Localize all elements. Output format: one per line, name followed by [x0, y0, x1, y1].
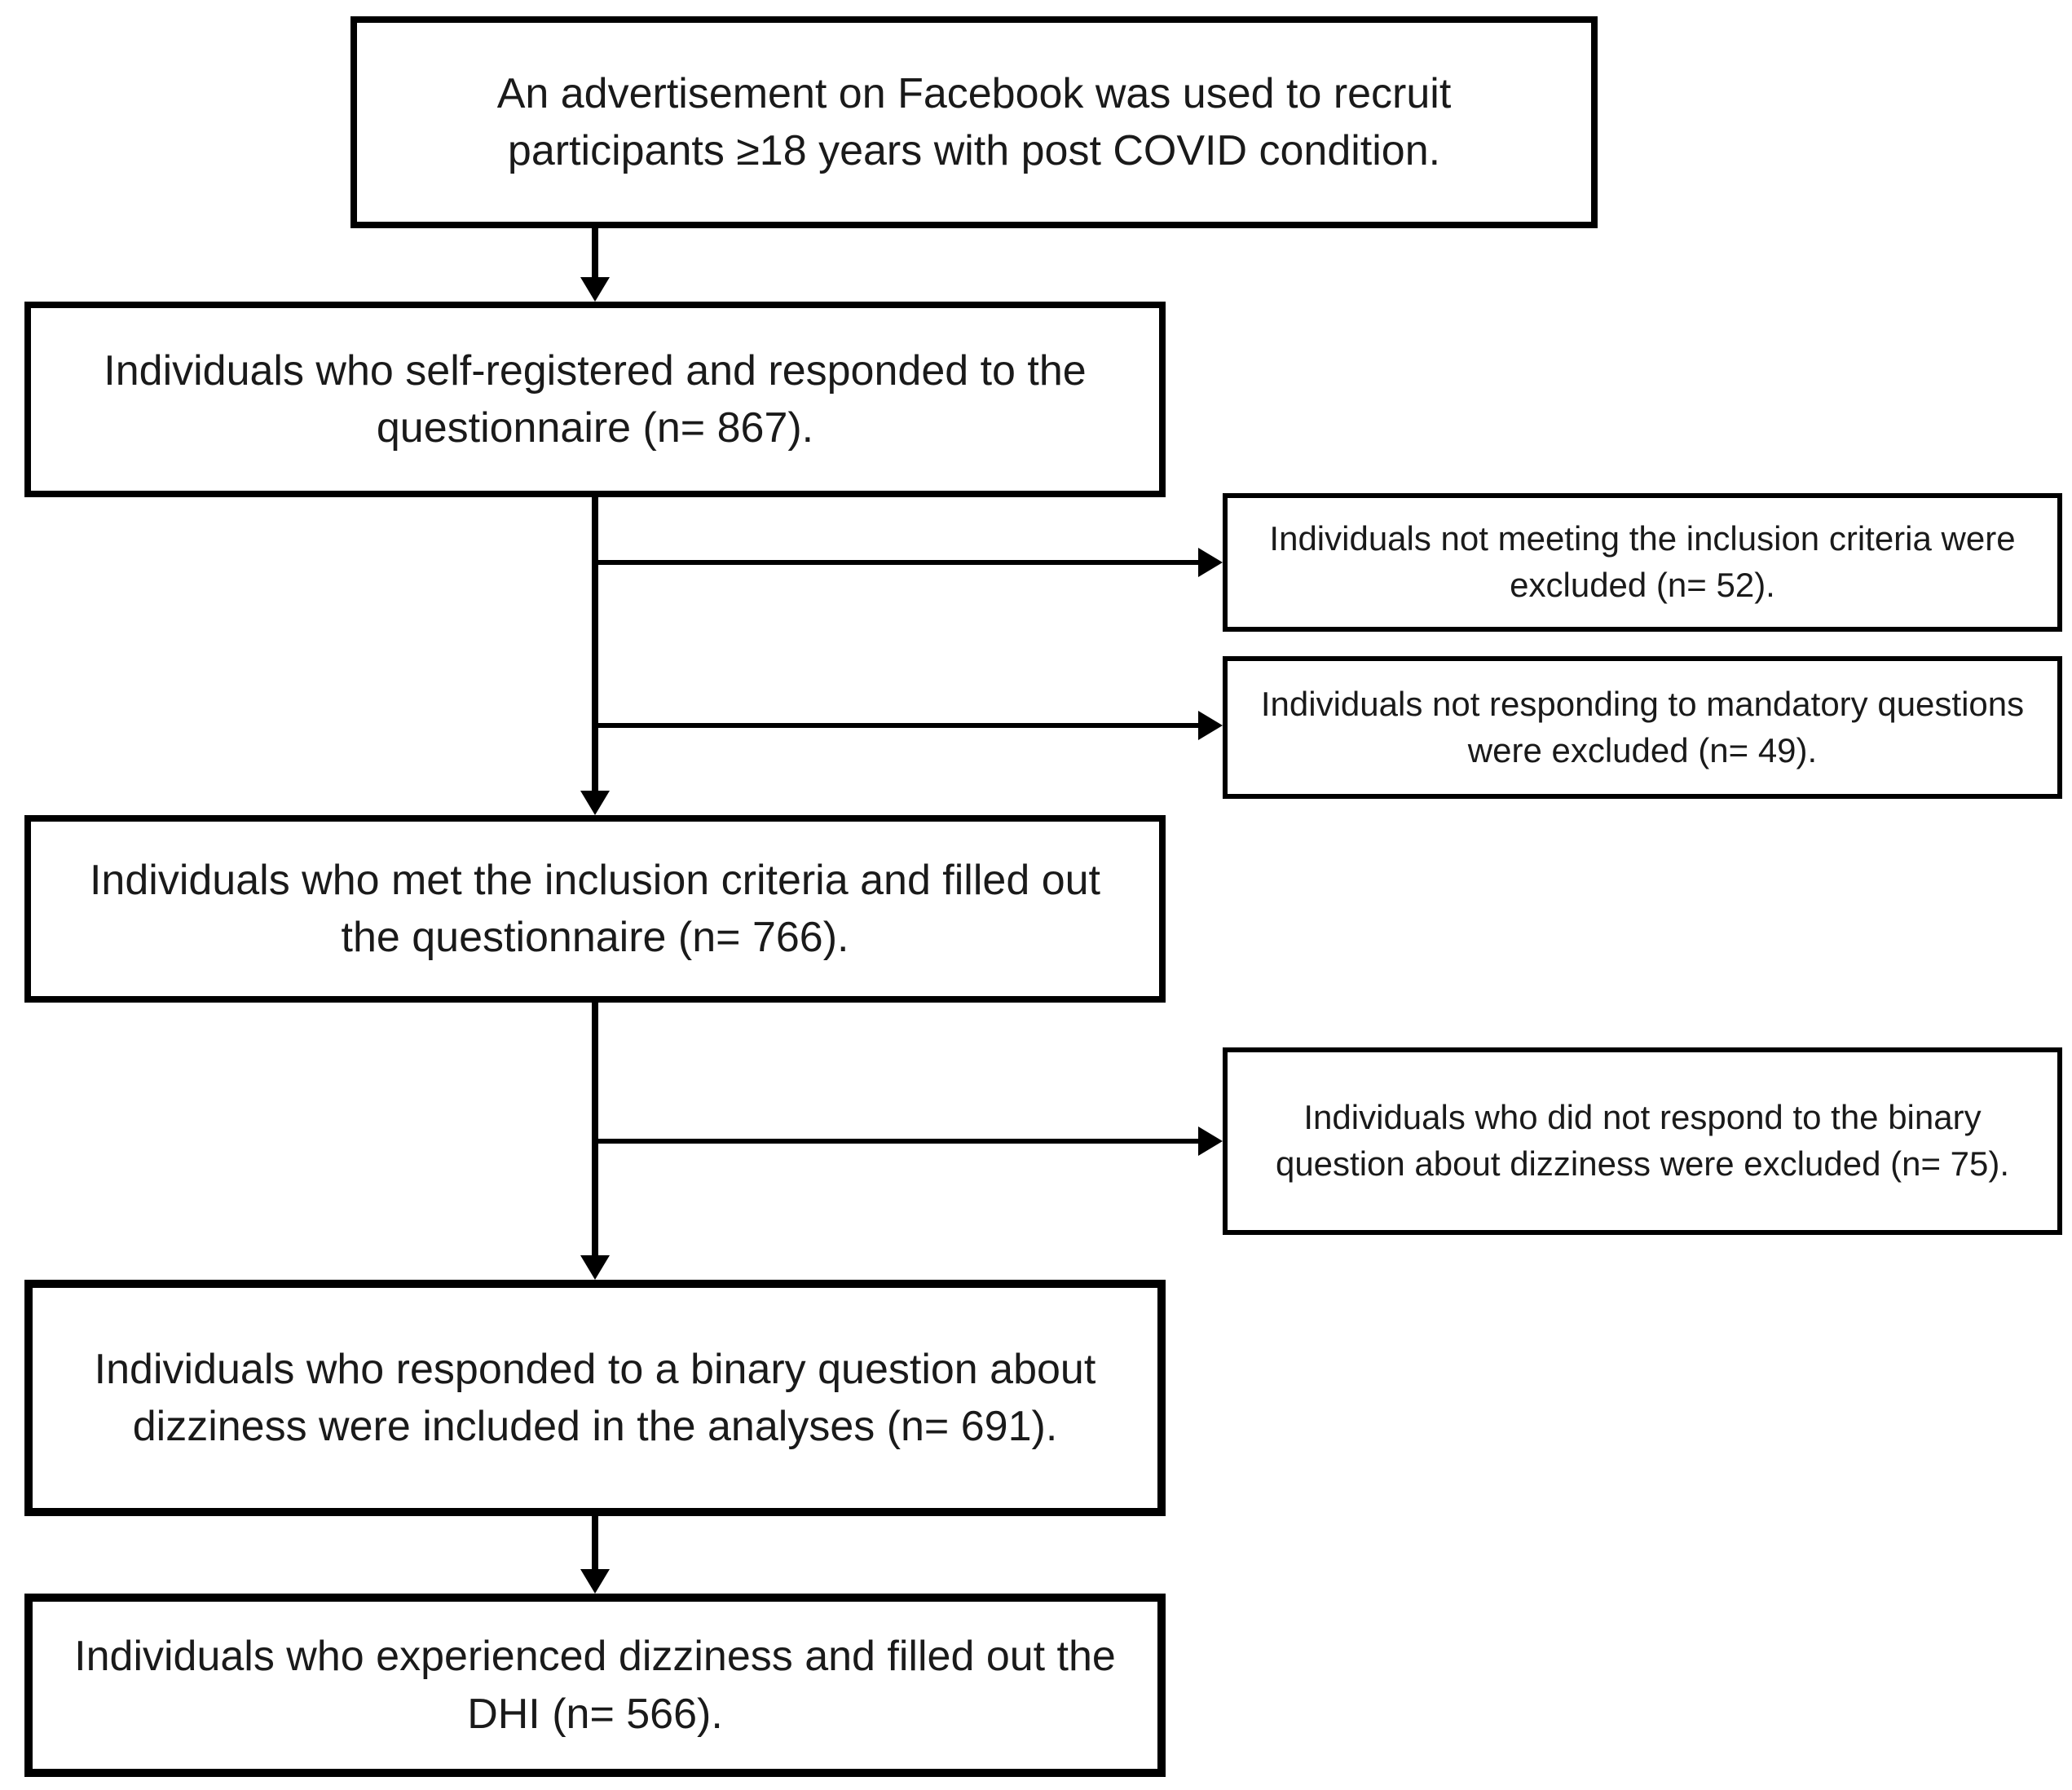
box-text: Individuals who self-registered and resp…: [64, 342, 1126, 456]
box-recruitment: An advertisement on Facebook was used to…: [350, 16, 1598, 228]
box-excluded-criteria: Individuals not meeting the inclusion cr…: [1223, 493, 2062, 632]
box-binary-question: Individuals who responded to a binary qu…: [24, 1280, 1166, 1516]
box-self-registered: Individuals who self-registered and resp…: [24, 302, 1166, 497]
box-excluded-binary: Individuals who did not respond to the b…: [1223, 1047, 2062, 1235]
box-text: Individuals who experienced dizziness an…: [65, 1628, 1125, 1742]
box-text: An advertisement on Facebook was used to…: [390, 65, 1558, 179]
box-met-criteria: Individuals who met the inclusion criter…: [24, 815, 1166, 1003]
box-excluded-mandatory: Individuals not responding to mandatory …: [1223, 656, 2062, 799]
box-text: Individuals who met the inclusion criter…: [64, 852, 1126, 966]
box-dhi: Individuals who experienced dizziness an…: [24, 1594, 1166, 1777]
flowchart-canvas: An advertisement on Facebook was used to…: [0, 0, 2072, 1790]
box-text: Individuals not meeting the inclusion cr…: [1260, 516, 2025, 608]
box-text: Individuals who responded to a binary qu…: [65, 1341, 1125, 1455]
box-text: Individuals who did not respond to the b…: [1260, 1095, 2025, 1187]
box-text: Individuals not responding to mandatory …: [1260, 681, 2025, 774]
